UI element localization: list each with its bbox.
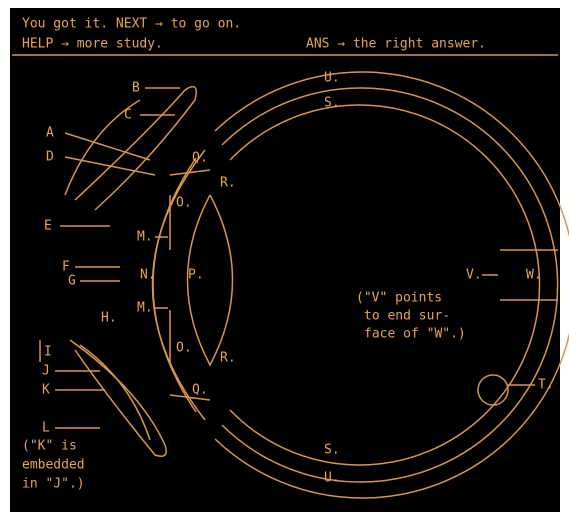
note-line: ("V" points bbox=[356, 291, 442, 306]
label: O. bbox=[176, 341, 192, 356]
answer-hint: ANS → the right answer. bbox=[306, 37, 486, 52]
note-line: embedded bbox=[22, 458, 85, 473]
label: R. bbox=[220, 351, 236, 366]
label: V. bbox=[466, 268, 482, 283]
label: U. bbox=[324, 471, 340, 486]
label: P. bbox=[188, 268, 204, 283]
status: You got it. NEXT → to go on. bbox=[22, 17, 241, 32]
label: W. bbox=[526, 268, 542, 283]
label: I bbox=[44, 345, 52, 360]
label: J bbox=[42, 364, 50, 379]
label: H. bbox=[101, 311, 117, 326]
screen: You got it. NEXT → to go on. HELP → more… bbox=[0, 0, 569, 522]
label: Q. bbox=[192, 383, 208, 398]
terminal bbox=[10, 8, 560, 512]
label: C bbox=[124, 108, 132, 123]
label: N. bbox=[140, 268, 156, 283]
label: E bbox=[44, 219, 52, 234]
label: A bbox=[46, 126, 54, 141]
note-line: face of "W".) bbox=[364, 327, 466, 342]
help-hint: HELP → more study. bbox=[22, 37, 163, 52]
label: K bbox=[42, 383, 50, 398]
label: T. bbox=[538, 378, 554, 393]
page: You got it. NEXT → to go on. HELP → more… bbox=[0, 0, 569, 522]
label: S. bbox=[324, 96, 340, 111]
label: D bbox=[46, 150, 54, 165]
label: S. bbox=[324, 443, 340, 458]
note-line: to end sur- bbox=[364, 309, 450, 324]
label: M. bbox=[137, 230, 153, 245]
label: R. bbox=[220, 176, 236, 191]
label: M. bbox=[137, 301, 153, 316]
label: F bbox=[62, 260, 70, 275]
label: L bbox=[42, 421, 50, 436]
label: Q. bbox=[192, 151, 208, 166]
note-line: ("K" is bbox=[22, 439, 77, 454]
note-line: in "J".) bbox=[22, 477, 85, 492]
label: B bbox=[132, 81, 140, 96]
label: O. bbox=[176, 196, 192, 211]
label: U. bbox=[324, 71, 340, 86]
label: G bbox=[68, 274, 76, 289]
